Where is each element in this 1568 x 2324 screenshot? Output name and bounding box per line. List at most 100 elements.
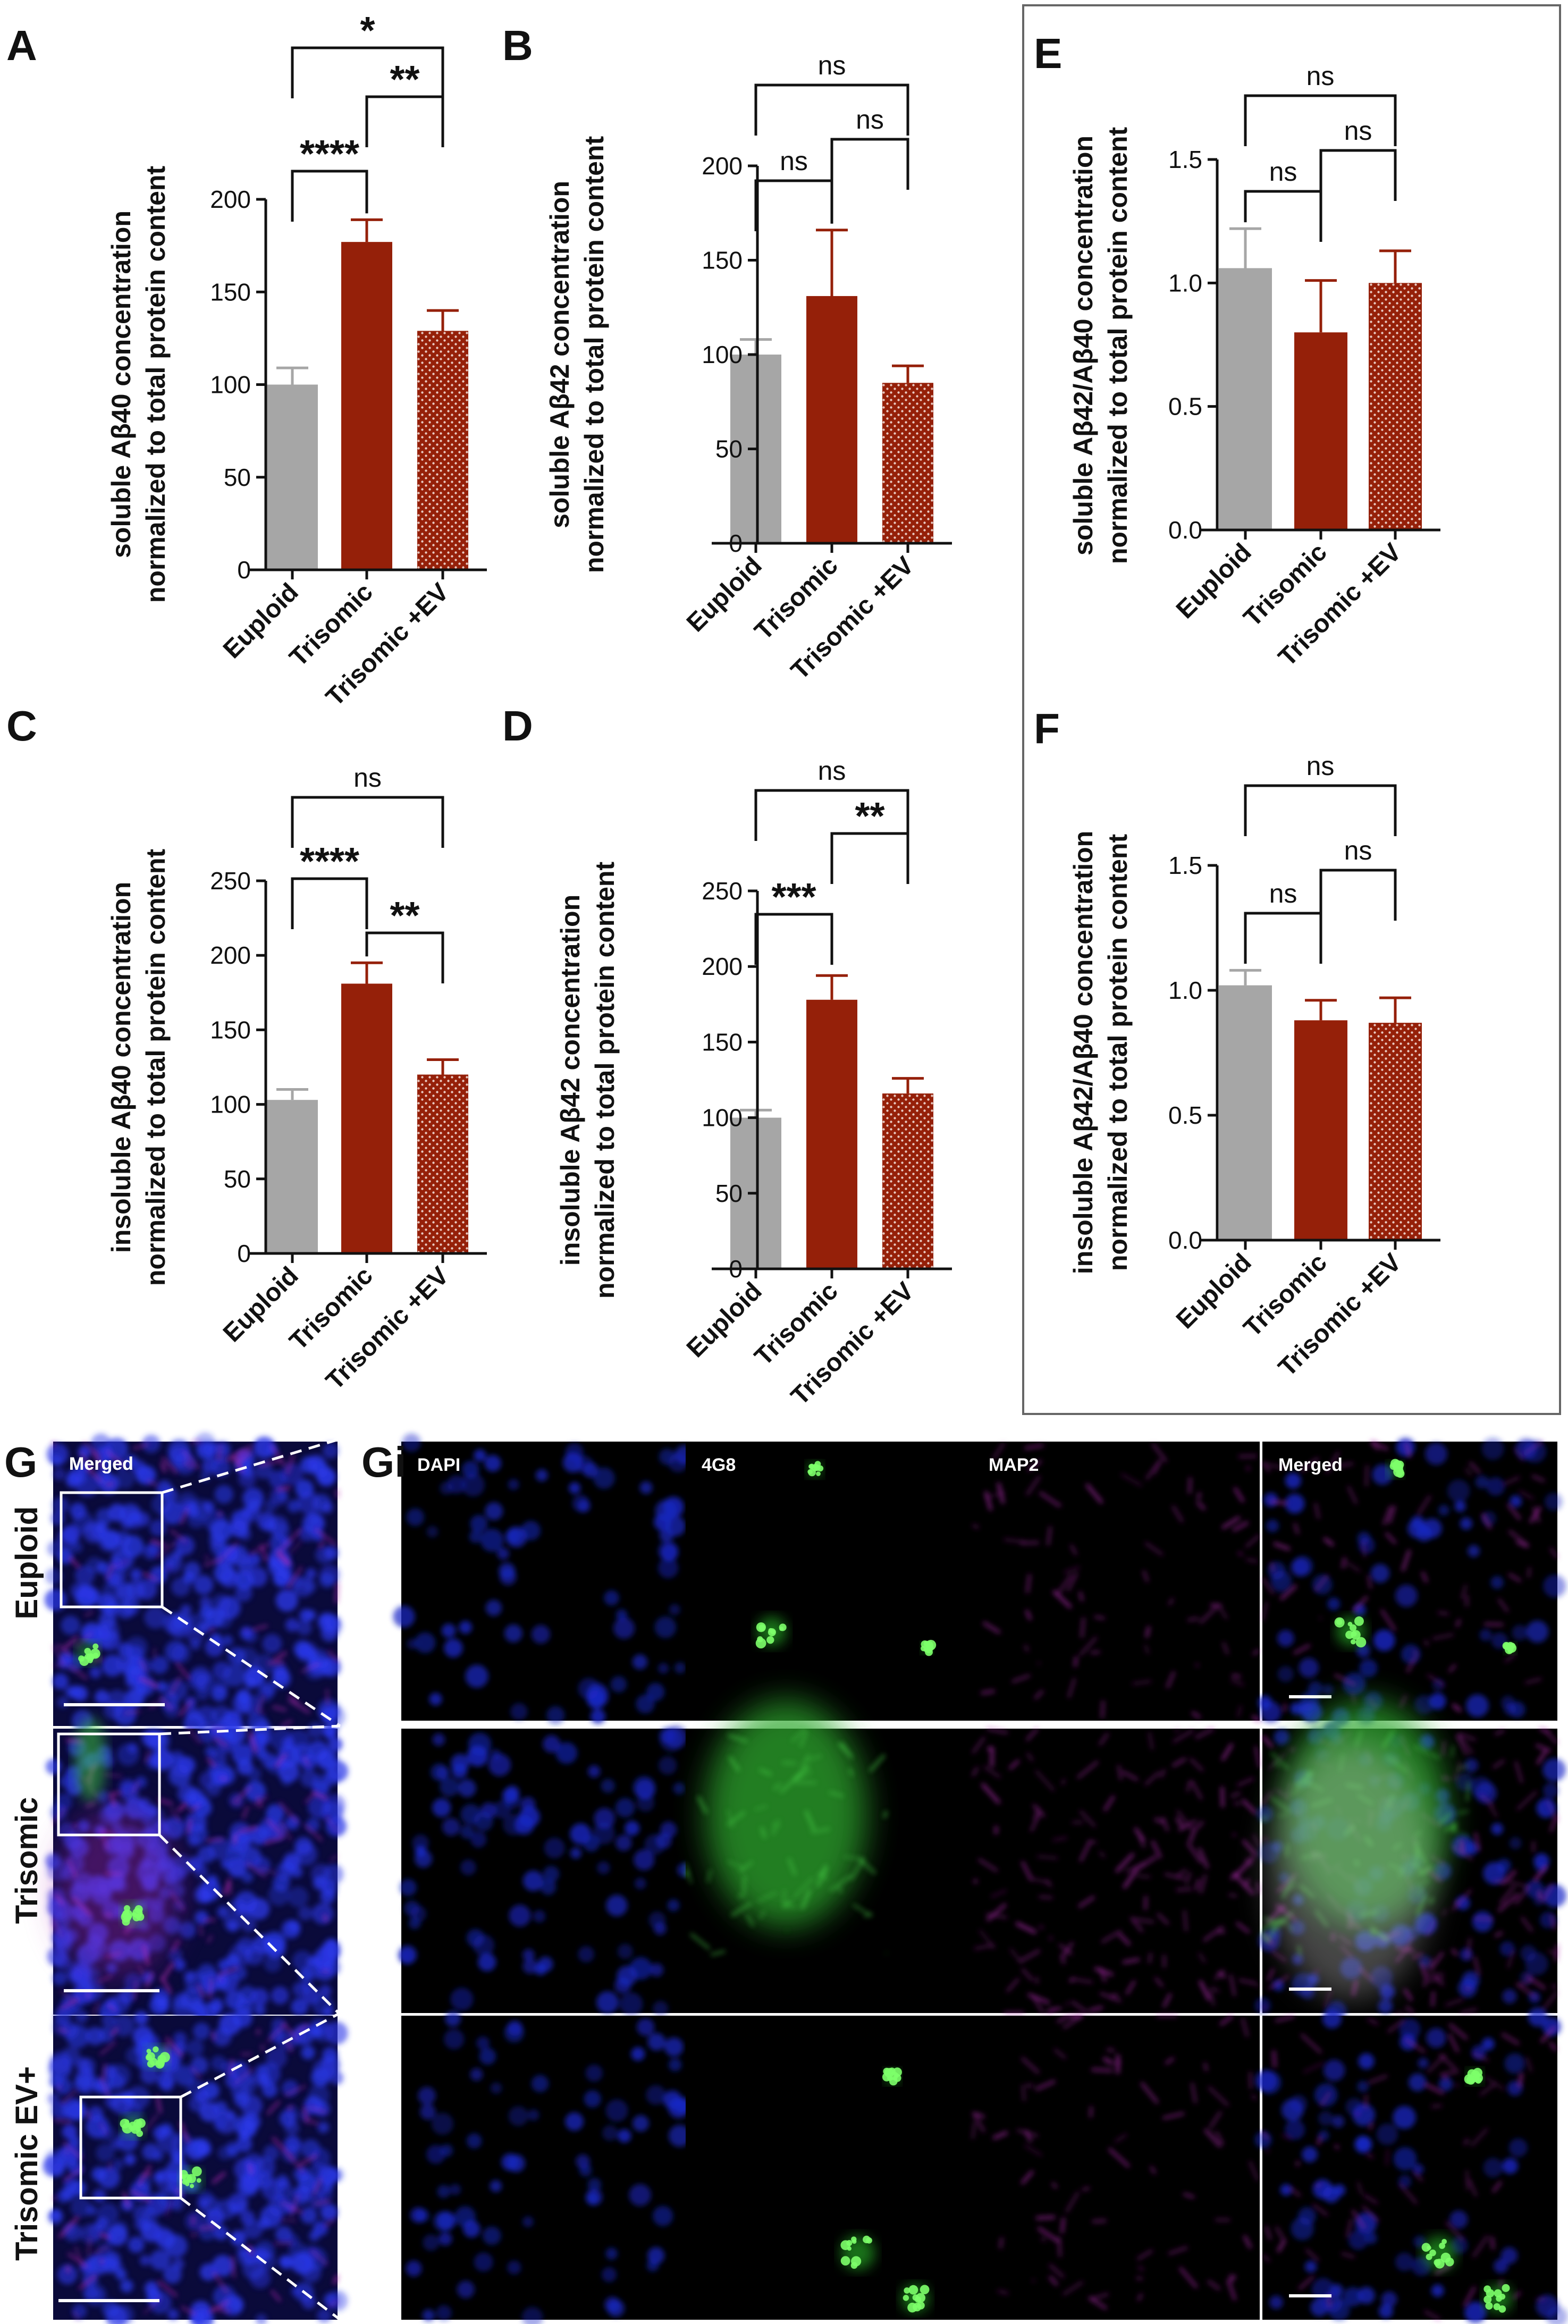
nucleus bbox=[1328, 2299, 1350, 2321]
dendrite bbox=[697, 1796, 708, 1814]
nucleus bbox=[225, 1953, 240, 1968]
nucleus bbox=[423, 2234, 440, 2251]
dendrite bbox=[85, 2110, 91, 2120]
dendrite bbox=[1275, 2226, 1285, 2241]
dendrite bbox=[1469, 1461, 1481, 1474]
dendrite bbox=[1178, 2267, 1198, 2289]
dendrite bbox=[1241, 2017, 1249, 2037]
dendrite bbox=[1495, 1729, 1505, 1736]
nucleus bbox=[636, 1793, 655, 1812]
nucleus bbox=[199, 1596, 212, 1609]
trisomic-bar bbox=[341, 242, 392, 570]
nucleus bbox=[163, 1817, 185, 1839]
nucleus bbox=[1536, 2294, 1559, 2318]
dendrite bbox=[1465, 1467, 1472, 1476]
nucleus bbox=[204, 1510, 227, 1533]
dendrite bbox=[67, 2252, 89, 2269]
nucleus bbox=[1357, 2081, 1369, 2093]
nucleus bbox=[1401, 1644, 1421, 1664]
nucleus bbox=[63, 2222, 83, 2242]
nucleus bbox=[148, 2291, 172, 2314]
plaque-speck bbox=[1336, 1619, 1343, 1625]
dendrite bbox=[334, 1582, 339, 1603]
dendrite bbox=[1210, 1986, 1220, 1993]
nucleus bbox=[96, 2143, 115, 2162]
dendrite bbox=[1195, 1663, 1199, 1667]
dendrite bbox=[791, 1728, 806, 1742]
dendrite bbox=[1199, 1980, 1211, 2001]
nucleus bbox=[97, 2242, 112, 2257]
nucleus bbox=[268, 1557, 286, 1577]
nucleus bbox=[244, 1677, 256, 1689]
dendrite bbox=[800, 1754, 810, 1769]
dendrite bbox=[1420, 1962, 1427, 1977]
trisomic-ev-bar bbox=[882, 1093, 933, 1269]
y-tick-label: 0.5 bbox=[1168, 393, 1202, 420]
nucleus bbox=[226, 1844, 245, 1863]
significance-bracket bbox=[754, 913, 833, 965]
nucleus bbox=[1504, 2053, 1525, 2074]
dendrite bbox=[1504, 1653, 1516, 1663]
nucleus bbox=[243, 2112, 261, 2131]
dendrite bbox=[844, 1856, 865, 1860]
nucleus bbox=[474, 1449, 486, 1462]
dendrite bbox=[1300, 1457, 1319, 1472]
nucleus bbox=[415, 1845, 427, 1857]
dendrite bbox=[1385, 1531, 1397, 1545]
nucleus bbox=[214, 2226, 229, 2241]
trisomic-ev-bar bbox=[417, 331, 468, 570]
plaque-speck bbox=[816, 1471, 821, 1476]
nucleus bbox=[596, 1991, 619, 2014]
nucleus bbox=[142, 2143, 159, 2160]
plaque-speck bbox=[1426, 2253, 1432, 2260]
dendrite bbox=[1289, 1748, 1296, 1752]
nucleus bbox=[636, 2018, 655, 2036]
y-tick-label: 150 bbox=[702, 1028, 743, 1056]
nucleus bbox=[112, 2221, 128, 2236]
dendrite bbox=[206, 1838, 224, 1842]
dendrite bbox=[1272, 2050, 1277, 2068]
nucleus bbox=[507, 2020, 523, 2036]
nucleus bbox=[291, 1866, 303, 1878]
dendrite bbox=[158, 1798, 173, 1806]
nucleus bbox=[604, 2296, 620, 2313]
dendrite bbox=[787, 1857, 797, 1876]
nucleus bbox=[1331, 2115, 1345, 2128]
dendrite bbox=[1099, 1968, 1107, 1982]
dendrite bbox=[1454, 1901, 1460, 1905]
micrograph-trisomic-merged bbox=[1254, 1700, 1566, 2022]
nucleus bbox=[1378, 1999, 1393, 2014]
nucleus bbox=[319, 1985, 332, 1998]
nucleus bbox=[75, 2069, 94, 2088]
nucleus bbox=[406, 2260, 422, 2277]
dendrite bbox=[1137, 2266, 1144, 2271]
dendrite bbox=[159, 1696, 174, 1711]
dendrite bbox=[1388, 1505, 1396, 1524]
nucleus bbox=[1300, 1691, 1319, 1711]
nucleus bbox=[208, 1837, 231, 1860]
dendrite bbox=[817, 1868, 828, 1876]
nucleus bbox=[479, 2048, 496, 2065]
y-axis-label-line2: normalized to total protein content bbox=[590, 862, 620, 1299]
dendrite bbox=[1219, 2014, 1234, 2026]
significance-label: * bbox=[360, 10, 375, 52]
dendrite bbox=[805, 1755, 822, 1762]
nucleus bbox=[198, 1889, 213, 1904]
nucleus bbox=[605, 2247, 618, 2260]
dendrite bbox=[1027, 1993, 1050, 2005]
dendrite bbox=[1245, 1558, 1258, 1563]
dendrite bbox=[760, 1826, 766, 1839]
nucleus bbox=[199, 2263, 217, 2281]
nucleus bbox=[255, 2313, 267, 2324]
dendrite bbox=[1022, 2085, 1025, 2101]
dendrite bbox=[1025, 1574, 1031, 1594]
nucleus bbox=[508, 2106, 528, 2126]
dendrite bbox=[1463, 2138, 1470, 2145]
dendrite bbox=[1238, 1979, 1255, 1984]
dendrite bbox=[799, 1731, 808, 1747]
significance-bracket bbox=[754, 179, 833, 231]
dendrite bbox=[1532, 1506, 1540, 1523]
nucleus bbox=[1490, 1576, 1504, 1589]
dendrite bbox=[1079, 1810, 1096, 1828]
dendrite bbox=[231, 2256, 235, 2278]
